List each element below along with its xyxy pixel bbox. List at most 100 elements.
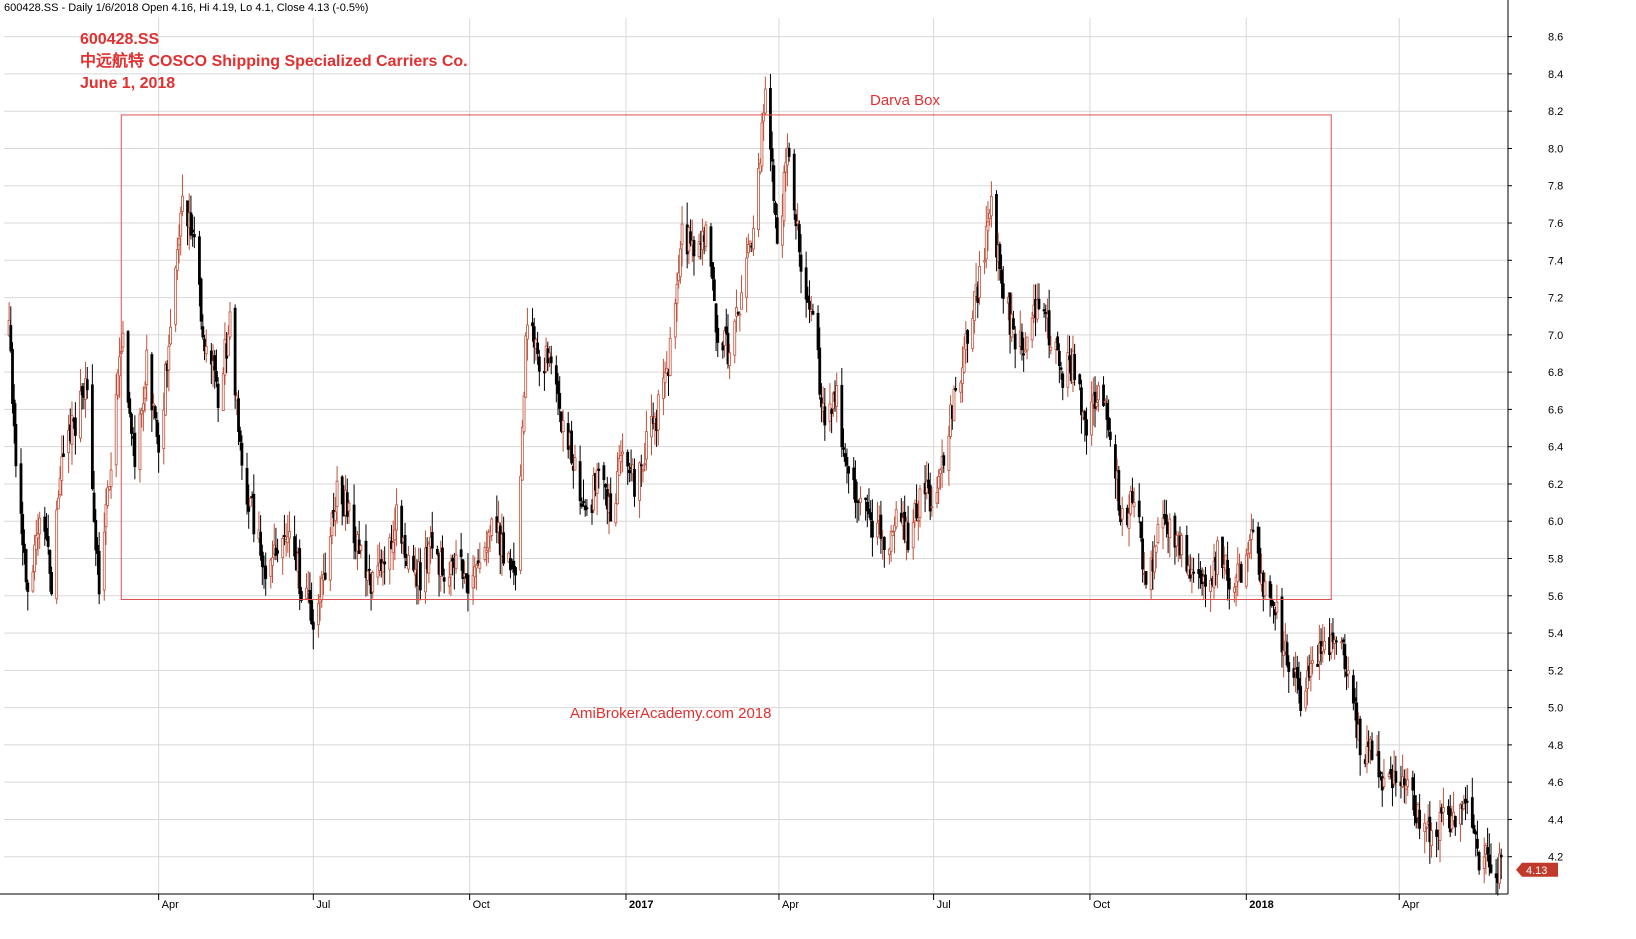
y-tick-label: 6.6 xyxy=(1548,404,1563,416)
last-price-badge: 4.13 xyxy=(1516,862,1558,877)
candle-body xyxy=(1001,283,1005,299)
candle-body xyxy=(1377,751,1381,778)
candle-body xyxy=(199,278,203,322)
candle-body xyxy=(1430,830,1433,847)
candle-body xyxy=(94,519,98,551)
y-tick-label: 4.4 xyxy=(1548,814,1563,826)
candle-body xyxy=(928,484,932,512)
candle-body xyxy=(1090,401,1094,436)
candle-body xyxy=(592,474,596,511)
x-tick-label: Jul xyxy=(937,899,951,911)
candle-body xyxy=(879,514,883,539)
candle-body xyxy=(1165,514,1168,525)
candle-body xyxy=(376,565,380,578)
candle-body xyxy=(1316,663,1320,667)
candle-body xyxy=(300,591,303,601)
candle-body xyxy=(692,240,696,257)
candle-body xyxy=(174,267,178,325)
candle-body xyxy=(245,467,249,505)
candle-body xyxy=(209,350,213,365)
darvas-box xyxy=(120,114,1332,601)
candle-body xyxy=(704,224,708,247)
candle-body xyxy=(1297,678,1301,690)
candle-body xyxy=(1334,640,1338,643)
candle-body xyxy=(1465,800,1469,803)
candle-body xyxy=(1382,777,1386,787)
candle-body xyxy=(141,403,145,411)
candle-body xyxy=(820,397,823,408)
candle-body xyxy=(524,335,528,398)
candle-body xyxy=(1323,640,1326,651)
candle-body xyxy=(1173,515,1177,548)
candle-body xyxy=(772,165,776,201)
candle-body xyxy=(627,469,631,474)
y-tick-label: 4.2 xyxy=(1548,852,1563,864)
candle-body xyxy=(1402,778,1406,786)
y-tick-label: 4.6 xyxy=(1548,777,1563,789)
candle-body xyxy=(461,559,465,580)
candle-body xyxy=(585,507,589,510)
y-tick-label: 8.2 xyxy=(1548,106,1563,118)
candle-body xyxy=(867,508,871,515)
candle-body xyxy=(31,571,35,592)
candle-body xyxy=(859,497,862,503)
candle-body xyxy=(726,332,730,365)
y-tick-label: 5.8 xyxy=(1548,554,1563,566)
axis-layer: 4.2 4.4 4.6 4.8 5.0 5.2 5.4 5.6 5.8 6.0 6.2 6.4 6.6 6… xyxy=(0,0,1563,911)
candle-body xyxy=(189,212,193,236)
candle-body xyxy=(441,547,444,576)
candle-body xyxy=(1309,663,1313,677)
candle-body xyxy=(235,395,239,401)
candle-body xyxy=(1474,831,1478,835)
candle-body xyxy=(179,212,183,237)
candle-body xyxy=(1331,632,1335,643)
candle-body xyxy=(558,393,562,409)
candle-body xyxy=(1394,770,1398,783)
candle-body xyxy=(260,551,264,568)
candle-body xyxy=(352,504,356,544)
candle-body xyxy=(201,326,205,338)
candle-body xyxy=(942,455,946,466)
candle-body xyxy=(330,512,334,536)
candle-body xyxy=(1428,816,1432,843)
candle-body xyxy=(1105,403,1109,420)
candle-body xyxy=(935,492,939,504)
candle-body xyxy=(226,333,230,357)
candle-body xyxy=(780,215,784,246)
candle-body xyxy=(333,511,337,521)
candle-body xyxy=(752,228,755,250)
candle-body xyxy=(811,311,815,315)
candle-body xyxy=(1282,650,1286,656)
candle-body xyxy=(1370,740,1374,760)
candle-body xyxy=(1108,431,1112,440)
candle-body xyxy=(616,470,619,505)
candle-body xyxy=(949,404,952,437)
candle-body xyxy=(1080,387,1083,416)
candle-body xyxy=(400,505,404,544)
candle-body xyxy=(915,503,918,519)
candle-body xyxy=(451,557,455,562)
candle-body xyxy=(816,312,820,351)
candle-body xyxy=(986,221,990,232)
candle-body xyxy=(962,347,966,373)
candle-body xyxy=(1083,411,1087,420)
candle-body xyxy=(204,346,208,355)
candle-body xyxy=(391,542,395,554)
candle-body xyxy=(1073,354,1077,380)
candle-body xyxy=(830,409,834,414)
candle-body xyxy=(36,533,40,539)
candle-body xyxy=(215,370,218,382)
candle-body xyxy=(1414,814,1418,824)
candle-body xyxy=(1379,772,1382,774)
candle-body xyxy=(614,502,618,524)
candle-body xyxy=(58,478,62,496)
x-tick-label: 2018 xyxy=(1249,899,1273,911)
candle-body xyxy=(1020,331,1024,351)
candle-body xyxy=(1272,602,1275,607)
y-tick-label: 6.0 xyxy=(1548,516,1563,528)
candle-body xyxy=(213,355,217,371)
candle-body xyxy=(633,469,636,497)
y-tick-label: 7.4 xyxy=(1548,255,1563,267)
candle-body xyxy=(1268,581,1272,598)
candle-body xyxy=(106,487,110,506)
